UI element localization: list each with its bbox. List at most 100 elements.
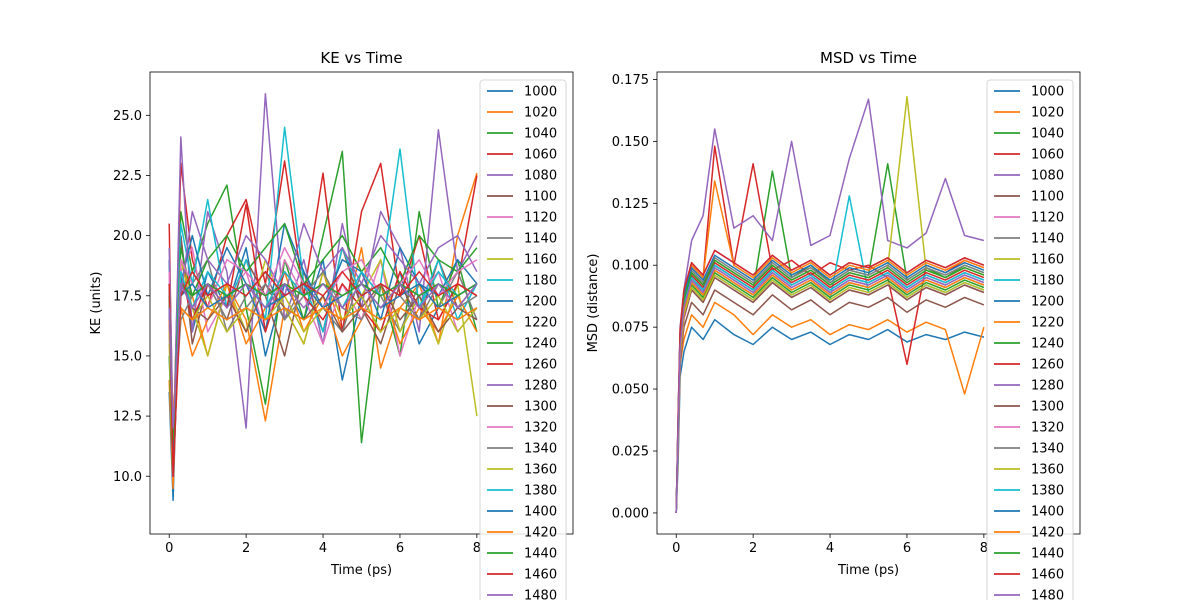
ke-legend-label-1340: 1340 [524,442,557,457]
msd-series-line-1440 [675,259,985,513]
ke-y-tick-label: 20.0 [113,229,142,244]
msd-chart: 0 2 4 6 8 0.000 0.025 0.050 0.075 0.100 0.125 0.150… [586,49,1081,600]
ke-series-line-1080 [168,92,478,465]
ke-legend-label-1180: 1180 [524,274,557,289]
ke-y-tick-label: 12.5 [113,410,142,425]
msd-legend-label-1220: 1220 [1031,316,1064,331]
ke-legend-label-1240: 1240 [524,337,557,352]
msd-series-line-1480 [675,266,985,513]
msd-legend-label-1120: 1120 [1031,211,1064,226]
msd-series-group [675,96,985,513]
ke-y-tick-label: 10.0 [113,470,142,485]
msd-legend-label-1400: 1400 [1031,505,1064,520]
msd-legend-label-1360: 1360 [1031,463,1064,478]
msd-series-line-1360 [675,274,985,513]
ke-x-tick-label: 4 [319,541,327,556]
msd-y-tick-label: 0.175 [612,73,649,88]
ke-legend-label-1140: 1140 [524,232,557,247]
msd-legend-label-1440: 1440 [1031,547,1064,562]
msd-series-line-1080 [675,98,985,513]
ke-legend-label-1480: 1480 [524,589,557,600]
msd-legend-label-1320: 1320 [1031,421,1064,436]
ke-x-axis-label: Time (ps) [330,563,392,578]
msd-legend-label-1000: 1000 [1031,85,1064,100]
ke-chart-title: KE vs Time [320,49,402,67]
msd-legend-label-1420: 1420 [1031,526,1064,541]
ke-y-axis-label: KE (units) [89,272,104,335]
msd-legend-label-1300: 1300 [1031,400,1064,415]
msd-y-tick-label: 0.100 [612,259,649,274]
msd-series-line-1100 [675,289,985,513]
ke-legend-label-1380: 1380 [524,484,557,499]
ke-legend-label-1160: 1160 [524,253,557,268]
msd-legend: 1000 1020 1040 1060 1080 1100 1120 1140 1160 1180… [986,79,1074,600]
ke-legend-label-1420: 1420 [524,526,557,541]
ke-legend-label-1120: 1120 [524,211,557,226]
ke-legend-label-1200: 1200 [524,295,557,310]
ke-series-group [168,92,478,502]
msd-legend-label-1480: 1480 [1031,589,1064,600]
ke-legend-label-1320: 1320 [524,421,557,436]
ke-legend-label-1000: 1000 [524,85,557,100]
ke-legend-label-1360: 1360 [524,463,557,478]
ke-legend-label-1460: 1460 [524,568,557,583]
ke-legend-label-1300: 1300 [524,400,557,415]
ke-legend-label-1080: 1080 [524,169,557,184]
msd-x-axis-label: Time (ps) [837,563,899,578]
msd-legend-label-1040: 1040 [1031,127,1064,142]
msd-legend-label-1260: 1260 [1031,358,1064,373]
msd-legend-label-1020: 1020 [1031,106,1064,121]
msd-y-axis-label: MSD (distance) [586,254,601,353]
msd-legend-label-1340: 1340 [1031,442,1064,457]
ke-legend-label-1100: 1100 [524,190,557,205]
msd-legend-label-1060: 1060 [1031,148,1064,163]
msd-x-tick-label: 4 [826,541,834,556]
ke-legend: 1000 1020 1040 1060 1080 1100 1120 1140 1160 1180… [479,79,567,600]
ke-legend-label-1400: 1400 [524,505,557,520]
msd-x-tick-label: 2 [749,541,757,556]
msd-legend-label-1280: 1280 [1031,379,1064,394]
ke-legend-box [479,79,567,600]
msd-y-tick-label: 0.150 [612,135,649,150]
msd-legend-label-1080: 1080 [1031,169,1064,184]
ke-series-line-1420 [168,307,478,417]
ke-legend-label-1280: 1280 [524,379,557,394]
ke-chart: 0 2 4 6 8 10.0 12.5 15.0 17.5 20.0 22.5 25.0 KE vs T… [89,49,574,600]
ke-y-tick-label: 25.0 [113,109,142,124]
ke-y-tick-label: 17.5 [113,289,142,304]
ke-x-tick-label: 8 [473,541,481,556]
ke-x-tick-label: 2 [242,541,250,556]
ke-legend-label-1220: 1220 [524,316,557,331]
ke-legend-label-1060: 1060 [524,148,557,163]
msd-plot-frame [656,71,1081,535]
ke-y-tick-label: 15.0 [113,349,142,364]
msd-y-tick-label: 0.000 [612,506,649,521]
msd-series-line-1020 [675,301,985,513]
msd-legend-label-1140: 1140 [1031,232,1064,247]
ke-series-line-1440 [168,283,478,441]
msd-y-tick-label: 0.075 [612,321,649,336]
msd-legend-label-1100: 1100 [1031,190,1064,205]
msd-legend-label-1180: 1180 [1031,274,1064,289]
msd-legend-label-1160: 1160 [1031,253,1064,268]
ke-series-line-1480 [168,283,478,429]
ke-legend-label-1020: 1020 [524,106,557,121]
ke-x-tick-label: 0 [165,541,173,556]
ke-x-tick-label: 6 [396,541,404,556]
msd-legend-box [986,79,1074,600]
msd-chart-title: MSD vs Time [820,49,917,67]
ke-series-line-1460 [168,270,478,478]
msd-y-tick-label: 0.125 [612,197,649,212]
msd-legend-label-1460: 1460 [1031,568,1064,583]
msd-series-line-1460 [675,249,985,513]
ke-legend-label-1260: 1260 [524,358,557,373]
msd-legend-label-1240: 1240 [1031,337,1064,352]
msd-legend-label-1200: 1200 [1031,295,1064,310]
msd-series-line-1000 [675,318,985,513]
msd-x-tick-label: 0 [672,541,680,556]
ke-legend-label-1440: 1440 [524,547,557,562]
msd-y-tick-label: 0.025 [612,445,649,460]
msd-legend-label-1380: 1380 [1031,484,1064,499]
msd-series-line-1400 [675,254,985,513]
